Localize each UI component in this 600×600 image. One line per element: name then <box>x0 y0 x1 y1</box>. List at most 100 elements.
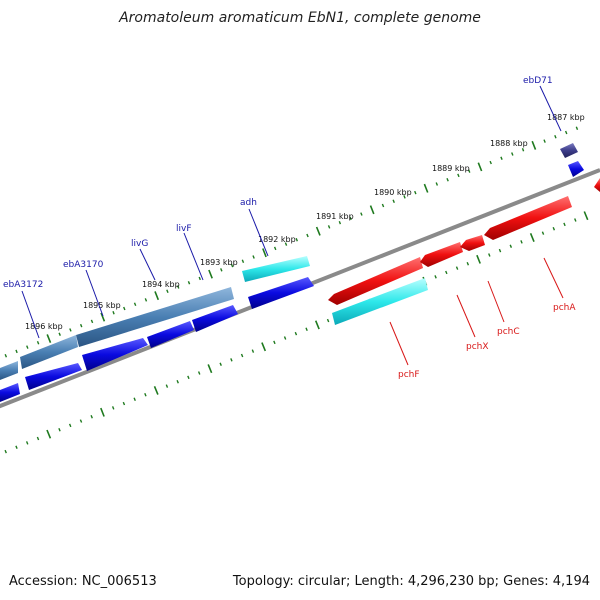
minor-tick <box>197 371 201 375</box>
minor-tick <box>306 233 309 238</box>
major-tick <box>207 364 213 374</box>
minor-tick <box>326 318 330 323</box>
minor-tick <box>36 436 40 441</box>
minor-tick <box>446 177 449 182</box>
minor-tick <box>79 419 83 423</box>
minor-tick <box>90 414 93 419</box>
gene-label-livF: livF <box>176 224 192 234</box>
minor-tick <box>327 225 331 229</box>
kbp-label: 1893 kbp <box>200 258 238 267</box>
map-title: Aromatoleum aromaticum EbN1, complete ge… <box>119 10 481 26</box>
minor-tick <box>498 248 502 253</box>
minor-tick <box>457 173 460 178</box>
forward-strand-genes <box>0 143 584 402</box>
gene-label-adh: adh <box>240 198 257 208</box>
minor-tick <box>230 358 233 362</box>
minor-tick <box>509 244 513 248</box>
minor-tick <box>26 345 29 349</box>
gene-adh <box>242 256 310 282</box>
major-tick <box>262 248 267 258</box>
kbp-label: 1895 kbp <box>83 301 121 310</box>
major-tick <box>314 320 320 330</box>
gene-pchA <box>484 196 572 240</box>
minor-tick <box>381 203 385 208</box>
minor-tick <box>240 353 244 358</box>
kbp-label: 1887 kbp <box>547 113 585 122</box>
minor-tick <box>15 349 18 354</box>
gene-label-ebD71: ebD71 <box>523 76 553 86</box>
minor-tick <box>360 212 363 216</box>
gene-label-pchA: pchA <box>553 303 576 313</box>
minor-tick <box>122 401 126 406</box>
minor-tick <box>68 423 72 428</box>
minor-tick <box>434 275 437 279</box>
minor-tick <box>283 336 287 340</box>
gene-label-pchC: pchC <box>497 327 520 337</box>
minor-tick <box>176 379 179 384</box>
kbp-label: 1888 kbp <box>490 139 528 148</box>
bottom-gene-labels: pchA pchC pchX pchF <box>398 303 576 380</box>
minor-tick <box>349 216 352 221</box>
minor-tick <box>166 289 169 294</box>
minor-tick <box>284 242 288 246</box>
minor-tick <box>187 281 191 285</box>
major-tick <box>369 205 375 215</box>
major-tick <box>261 342 267 352</box>
minor-tick <box>414 190 417 195</box>
minor-tick <box>251 349 255 353</box>
minor-tick <box>338 220 342 225</box>
gene-blue-4 <box>147 321 194 348</box>
gene-blue-2 <box>25 363 82 390</box>
major-tick <box>208 269 213 279</box>
minor-tick <box>467 169 471 173</box>
minor-tick <box>273 246 277 251</box>
minor-tick <box>295 238 298 242</box>
minor-tick <box>90 319 94 324</box>
minor-tick <box>144 393 147 397</box>
major-tick <box>529 232 535 243</box>
minor-tick <box>392 199 395 203</box>
minor-tick <box>520 240 523 244</box>
minor-tick <box>541 231 545 235</box>
gene-label-pchF: pchF <box>398 370 420 380</box>
gene-label-ebA3170: ebA3170 <box>63 260 104 270</box>
minor-tick <box>187 375 190 380</box>
gene-cyan-lower <box>332 278 428 325</box>
gene-pchC <box>460 235 485 251</box>
minor-tick <box>79 323 83 328</box>
major-tick <box>476 254 481 264</box>
minor-tick <box>112 311 115 315</box>
minor-tick <box>252 255 255 259</box>
minor-tick <box>144 298 148 302</box>
minor-tick <box>219 362 222 366</box>
kbp-label: 1896 kbp <box>25 322 63 331</box>
minor-tick <box>554 135 557 139</box>
major-tick <box>100 312 106 322</box>
gene-pchX <box>420 242 463 267</box>
major-tick <box>154 291 160 301</box>
minor-tick <box>403 195 406 199</box>
minor-tick <box>455 266 459 270</box>
major-tick <box>583 211 589 221</box>
gene-blue-6 <box>248 277 314 309</box>
topology-text: Topology: circular; Length: 4,296,230 bp… <box>232 574 590 589</box>
minor-tick <box>123 306 126 311</box>
kbp-label: 1894 kbp <box>142 280 180 289</box>
minor-tick <box>575 126 579 130</box>
minor-tick <box>133 397 136 401</box>
major-tick <box>423 183 429 193</box>
minor-tick <box>294 331 298 336</box>
major-tick <box>100 407 105 417</box>
gene-blue-7 <box>568 161 584 177</box>
minor-tick <box>69 328 72 332</box>
gene-label-livG: livG <box>131 239 148 249</box>
gene-blue-3 <box>82 338 148 371</box>
kbp-labels: 1887 kbp 1888 kbp 1889 kbp 1890 kbp 1891… <box>25 113 585 331</box>
minor-tick <box>165 384 169 388</box>
minor-tick <box>198 276 201 281</box>
minor-tick <box>111 406 115 410</box>
minor-tick <box>36 341 40 345</box>
major-tick <box>477 162 483 172</box>
gene-steel <box>0 361 18 380</box>
minor-tick <box>305 327 308 332</box>
